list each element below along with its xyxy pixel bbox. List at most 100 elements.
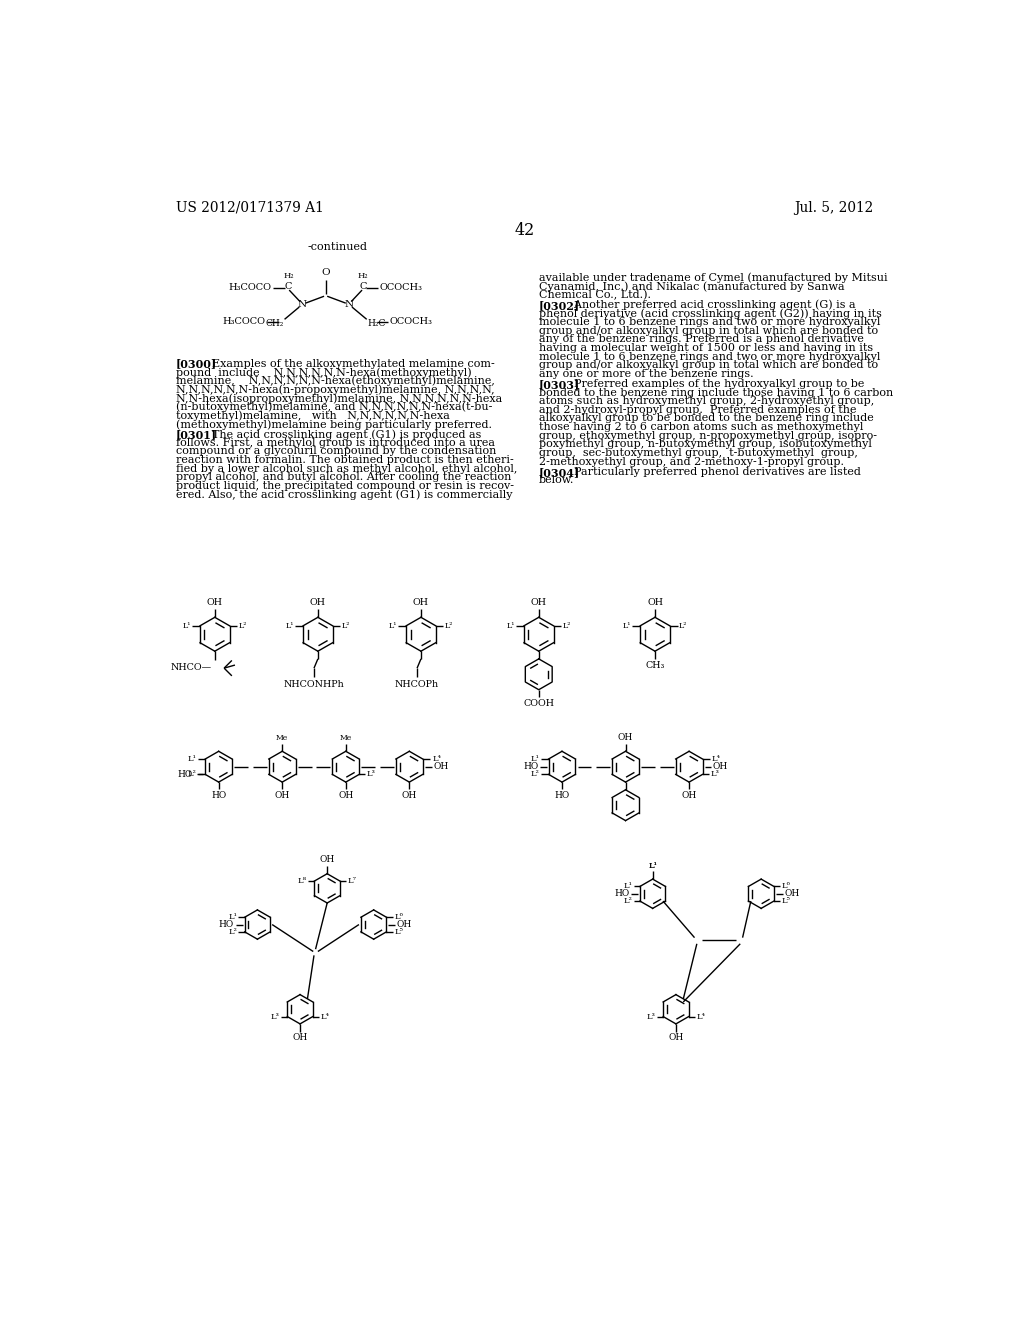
Text: NHCO—: NHCO— — [171, 663, 212, 672]
Text: L²: L² — [530, 771, 540, 779]
Text: 42: 42 — [515, 222, 535, 239]
Text: Cyanamid, Inc.) and Nikalac (manufactured by Sanwa: Cyanamid, Inc.) and Nikalac (manufacture… — [539, 281, 845, 292]
Text: atoms such as hydroxymethyl group, 2-hydroxyethyl group,: atoms such as hydroxymethyl group, 2-hyd… — [539, 396, 874, 407]
Text: OH: OH — [433, 762, 449, 771]
Text: molecule 1 to 6 benzene rings and two or more hydroxyalkyl: molecule 1 to 6 benzene rings and two or… — [539, 317, 880, 327]
Text: L⁴: L⁴ — [321, 1012, 330, 1020]
Text: OH: OH — [530, 598, 547, 607]
Text: CH₂: CH₂ — [265, 318, 284, 327]
Text: CH₃: CH₃ — [645, 661, 665, 671]
Text: fied by a lower alcohol such as methyl alcohol, ethyl alcohol,: fied by a lower alcohol such as methyl a… — [176, 463, 517, 474]
Text: any one or more of the benzene rings.: any one or more of the benzene rings. — [539, 368, 754, 379]
Text: The acid crosslinking agent (G1) is produced as: The acid crosslinking agent (G1) is prod… — [205, 429, 481, 440]
Text: Me: Me — [340, 734, 352, 742]
Text: any of the benzene rings. Preferred is a phenol derivative: any of the benzene rings. Preferred is a… — [539, 334, 863, 345]
Text: L¹: L¹ — [506, 622, 515, 630]
Text: L²: L² — [239, 622, 248, 630]
Text: pound  include    N,N,N,N,N,N-hexa(methoxymethyl): pound include N,N,N,N,N,N-hexa(methoxyme… — [176, 367, 472, 378]
Text: L⁴: L⁴ — [712, 755, 721, 763]
Text: L⁸: L⁸ — [298, 876, 306, 884]
Text: H₃COCO: H₃COCO — [228, 284, 271, 292]
Text: L⁴: L⁴ — [432, 755, 441, 763]
Text: N: N — [344, 300, 353, 309]
Text: HO: HO — [523, 762, 539, 771]
Text: Another preferred acid crosslinking agent (G) is a: Another preferred acid crosslinking agen… — [567, 300, 856, 310]
Text: L¹: L¹ — [623, 622, 631, 630]
Text: L¹: L¹ — [388, 622, 397, 630]
Text: [0300]: [0300] — [176, 359, 217, 370]
Text: OH: OH — [293, 1034, 307, 1041]
Text: OCOCH₃: OCOCH₃ — [389, 317, 432, 326]
Text: H₂: H₂ — [283, 272, 294, 280]
Text: L²: L² — [228, 928, 237, 936]
Text: L¹: L¹ — [182, 622, 190, 630]
Text: US 2012/0171379 A1: US 2012/0171379 A1 — [176, 201, 324, 215]
Text: O: O — [322, 268, 330, 277]
Text: OH: OH — [274, 791, 290, 800]
Text: (n-butoxymethyl)melamine, and N,N,N,N,N,N-hexa(t-bu-: (n-butoxymethyl)melamine, and N,N,N,N,N,… — [176, 401, 493, 412]
Text: follows. First, a methylol group is introduced into a urea: follows. First, a methylol group is intr… — [176, 438, 495, 447]
Text: Examples of the alkoxymethylated melamine com-: Examples of the alkoxymethylated melamin… — [205, 359, 495, 368]
Text: Chemical Co., Ltd.).: Chemical Co., Ltd.). — [539, 289, 650, 300]
Text: C: C — [359, 282, 367, 292]
Text: Particularly preferred phenol derivatives are listed: Particularly preferred phenol derivative… — [567, 467, 861, 477]
Text: OH: OH — [784, 890, 800, 898]
Text: HO: HO — [177, 770, 193, 779]
Text: OH: OH — [397, 920, 413, 929]
Text: OH: OH — [713, 762, 728, 771]
Text: OH: OH — [338, 791, 353, 800]
Text: propyl alcohol, and butyl alcohol. After cooling the reaction: propyl alcohol, and butyl alcohol. After… — [176, 473, 511, 482]
Text: L³: L³ — [711, 771, 719, 779]
Text: OCOCH₃: OCOCH₃ — [380, 284, 423, 292]
Text: NHCOPh: NHCOPh — [395, 681, 439, 689]
Text: (methoxymethyl)melamine being particularly preferred.: (methoxymethyl)melamine being particular… — [176, 418, 493, 429]
Text: molecule 1 to 6 benzene rings and two or more hydroxyalkyl: molecule 1 to 6 benzene rings and two or… — [539, 351, 880, 362]
Text: L³: L³ — [270, 1012, 280, 1020]
Text: OH: OH — [617, 733, 633, 742]
Text: reaction with formalin. The obtained product is then etheri-: reaction with formalin. The obtained pro… — [176, 455, 514, 465]
Text: group, ethoxymethyl group, n-propoxymethyl group, isopro-: group, ethoxymethyl group, n-propoxymeth… — [539, 430, 877, 441]
Text: and 2-hydroxyl-propyl group.  Preferred examples of the: and 2-hydroxyl-propyl group. Preferred e… — [539, 405, 856, 414]
Text: N,N,N,N,N,N-hexa(n-propoxymethyl)melamine, N,N,N,N,: N,N,N,N,N,N-hexa(n-propoxymethyl)melamin… — [176, 384, 495, 395]
Text: OH: OH — [207, 598, 223, 607]
Text: group,  sec-butoxymethyl group,  t-butoxymethyl  group,: group, sec-butoxymethyl group, t-butoxym… — [539, 447, 858, 458]
Text: having a molecular weight of 1500 or less and having in its: having a molecular weight of 1500 or les… — [539, 343, 872, 352]
Text: 2-methoxyethyl group, and 2-methoxy-1-propyl group.: 2-methoxyethyl group, and 2-methoxy-1-pr… — [539, 457, 844, 466]
Text: L¹: L¹ — [228, 913, 237, 921]
Text: L⁵: L⁵ — [781, 898, 791, 906]
Text: [0302]: [0302] — [539, 300, 580, 310]
Text: L²: L² — [187, 771, 196, 779]
Text: [0303]: [0303] — [539, 379, 580, 389]
Text: OH: OH — [310, 598, 326, 607]
Text: H₂: H₂ — [357, 272, 369, 280]
Text: OH: OH — [319, 855, 335, 865]
Text: HO: HO — [554, 791, 569, 800]
Text: Me: Me — [276, 734, 289, 742]
Text: L¹: L¹ — [187, 755, 196, 763]
Text: below.: below. — [539, 475, 574, 486]
Text: [0304]: [0304] — [539, 467, 580, 478]
Text: L¹: L¹ — [648, 862, 657, 870]
Text: ered. Also, the acid crosslinking agent (G1) is commercially: ered. Also, the acid crosslinking agent … — [176, 490, 513, 500]
Text: N,N-hexa(isopropoxymethyl)melamine, N,N,N,N,N,N-hexa: N,N-hexa(isopropoxymethyl)melamine, N,N,… — [176, 393, 503, 404]
Text: HO: HO — [211, 791, 226, 800]
Text: L²: L² — [624, 898, 632, 906]
Text: L³: L³ — [367, 771, 376, 779]
Text: L²: L² — [342, 622, 350, 630]
Text: melamine,    N,N,N,N,N,N-hexa(ethoxymethyl)melamine,: melamine, N,N,N,N,N,N-hexa(ethoxymethyl)… — [176, 376, 495, 387]
Text: OH: OH — [669, 1034, 684, 1041]
Text: compound or a glycoluril compound by the condensation: compound or a glycoluril compound by the… — [176, 446, 497, 457]
Text: COOH: COOH — [523, 700, 554, 708]
Text: L⁵: L⁵ — [394, 928, 403, 936]
Text: group and/or alkoxyalkyl group in total which are bonded to: group and/or alkoxyalkyl group in total … — [539, 326, 878, 335]
Text: L⁴: L⁴ — [696, 1012, 706, 1020]
Text: H₂C: H₂C — [368, 318, 386, 327]
Text: alkoxyalkyl group to be bonded to the benzene ring include: alkoxyalkyl group to be bonded to the be… — [539, 413, 873, 424]
Text: L⁶: L⁶ — [394, 913, 403, 921]
Text: L¹: L¹ — [286, 622, 294, 630]
Text: those having 2 to 6 carbon atoms such as methoxymethyl: those having 2 to 6 carbon atoms such as… — [539, 422, 863, 432]
Text: L³: L³ — [646, 1012, 655, 1020]
Text: HO: HO — [614, 890, 630, 898]
Text: L¹: L¹ — [648, 862, 657, 870]
Text: product liquid, the precipitated compound or resin is recov-: product liquid, the precipitated compoun… — [176, 480, 514, 491]
